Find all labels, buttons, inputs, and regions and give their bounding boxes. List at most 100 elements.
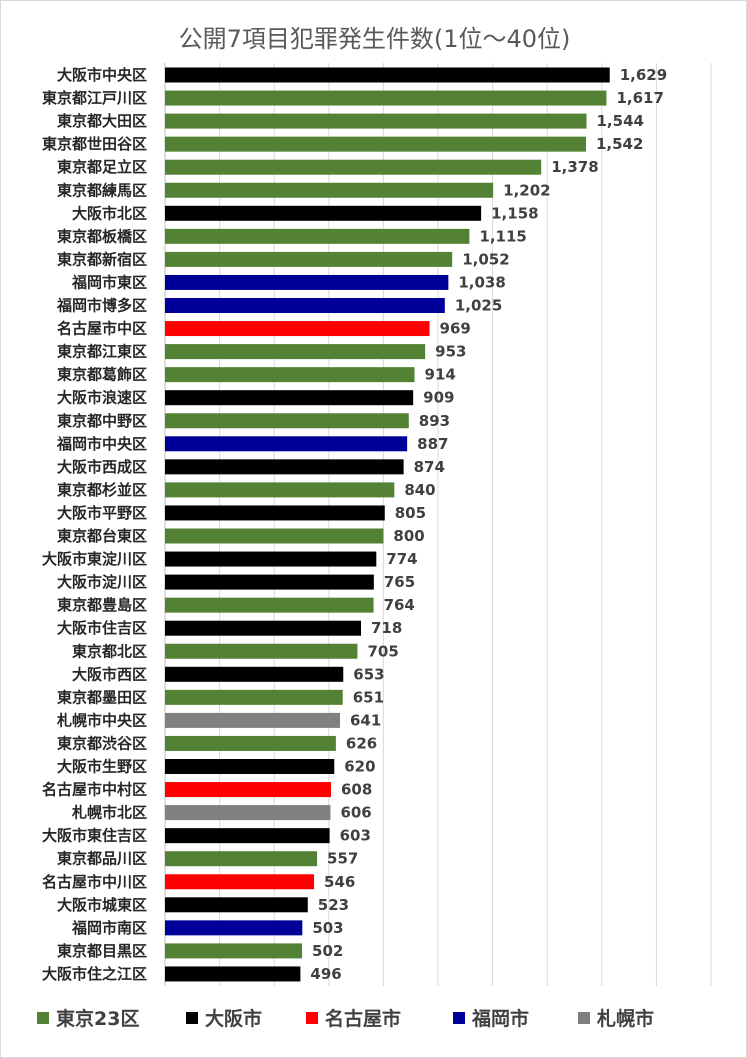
bar — [165, 159, 542, 175]
value-label: 1,038 — [458, 273, 505, 291]
category-label: 東京都練馬区 — [57, 181, 147, 199]
value-label: 502 — [312, 942, 343, 960]
value-label: 523 — [318, 896, 349, 914]
bar — [165, 528, 384, 544]
legend-swatch — [453, 1012, 465, 1024]
value-label: 840 — [404, 481, 435, 499]
category-label: 札幌市中央区 — [56, 711, 147, 729]
bar — [165, 920, 303, 936]
category-label: 福岡市南区 — [71, 919, 147, 937]
category-label: 東京都中野区 — [57, 412, 147, 430]
value-label: 914 — [425, 366, 456, 384]
value-label: 503 — [312, 919, 343, 937]
category-label: 大阪市中央区 — [57, 66, 147, 84]
category-label: 東京都目黒区 — [57, 942, 147, 960]
gridlines — [164, 63, 712, 986]
category-label: 大阪市生野区 — [57, 758, 147, 776]
category-label: 東京都葛飾区 — [57, 366, 147, 384]
value-label: 1,629 — [620, 66, 667, 84]
bar — [165, 689, 343, 705]
bar — [165, 666, 344, 682]
category-label: 大阪市東淀川区 — [42, 550, 147, 568]
bar — [165, 228, 470, 244]
legend-label: 札幌市 — [596, 1007, 654, 1030]
category-label: 東京都杉並区 — [57, 481, 147, 499]
category-label: 東京都豊島区 — [57, 596, 147, 614]
bar — [165, 136, 586, 152]
category-label: 大阪市城東区 — [57, 896, 147, 914]
category-label: 東京都板橋区 — [57, 227, 147, 245]
category-label: 東京都足立区 — [57, 158, 147, 176]
bar — [165, 390, 414, 406]
bar — [165, 966, 301, 982]
category-label: 大阪市住吉区 — [57, 619, 147, 637]
legend-swatch — [186, 1012, 198, 1024]
category-label: 東京都墨田区 — [57, 688, 147, 706]
bar — [165, 782, 331, 798]
category-label: 大阪市平野区 — [57, 504, 147, 522]
value-label: 800 — [393, 527, 424, 545]
category-label: 大阪市住之江区 — [42, 965, 147, 983]
legend-label: 名古屋市 — [325, 1007, 401, 1030]
bar — [165, 759, 335, 774]
bar — [165, 620, 362, 636]
legend-swatch — [578, 1012, 590, 1024]
value-label: 620 — [344, 758, 375, 776]
value-label: 1,617 — [616, 89, 663, 107]
bar — [165, 182, 494, 198]
bar — [165, 643, 358, 659]
value-label: 608 — [341, 781, 372, 799]
category-label: 東京都江東区 — [57, 343, 147, 361]
bar — [165, 205, 482, 221]
value-label: 705 — [367, 642, 398, 660]
value-label: 1,115 — [479, 227, 526, 245]
category-labels: 大阪市中央区東京都江戸川区東京都大田区東京都世田谷区東京都足立区東京都練馬区大阪… — [42, 66, 147, 983]
value-label: 765 — [384, 573, 415, 591]
bar — [165, 482, 395, 498]
legend-label: 福岡市 — [471, 1007, 529, 1030]
value-label: 874 — [414, 458, 445, 476]
category-label: 東京都大田区 — [57, 112, 147, 130]
category-label: 東京都渋谷区 — [57, 734, 147, 752]
category-label: 名古屋市中村区 — [42, 781, 147, 799]
value-label: 909 — [423, 389, 454, 407]
legend: 東京23区 大阪市 名古屋市 福岡市 札幌市 — [37, 1007, 654, 1030]
bar — [165, 828, 330, 844]
value-label: 1,052 — [462, 250, 509, 268]
bar — [165, 413, 409, 429]
value-label: 1,544 — [597, 112, 644, 130]
bar — [165, 459, 404, 475]
category-label: 大阪市東住吉区 — [42, 827, 147, 845]
category-label: 東京都台東区 — [57, 527, 147, 545]
bar — [165, 597, 374, 613]
value-label: 893 — [419, 412, 450, 430]
value-label: 1,542 — [596, 135, 643, 153]
bar — [165, 574, 374, 590]
category-label: 東京都北区 — [72, 642, 147, 660]
category-label: 名古屋市中区 — [57, 320, 147, 338]
bar — [165, 712, 340, 728]
value-label: 1,158 — [491, 204, 538, 222]
bar — [165, 367, 415, 383]
value-label: 557 — [327, 850, 358, 868]
legend-label: 東京23区 — [56, 1007, 139, 1030]
category-label: 大阪市浪速区 — [57, 389, 147, 407]
value-label: 496 — [310, 965, 341, 983]
value-label: 764 — [384, 596, 415, 614]
bar — [165, 436, 408, 452]
value-label: 546 — [324, 873, 355, 891]
value-label: 718 — [371, 619, 402, 637]
bar — [165, 251, 453, 267]
bar — [165, 90, 607, 106]
value-label: 603 — [340, 827, 371, 845]
bar — [165, 551, 377, 567]
bar — [165, 805, 331, 821]
bar — [165, 851, 318, 867]
bar — [165, 344, 426, 360]
category-label: 東京都世田谷区 — [42, 135, 147, 153]
value-label: 641 — [350, 711, 381, 729]
value-label: 626 — [346, 734, 377, 752]
bar — [165, 943, 303, 959]
